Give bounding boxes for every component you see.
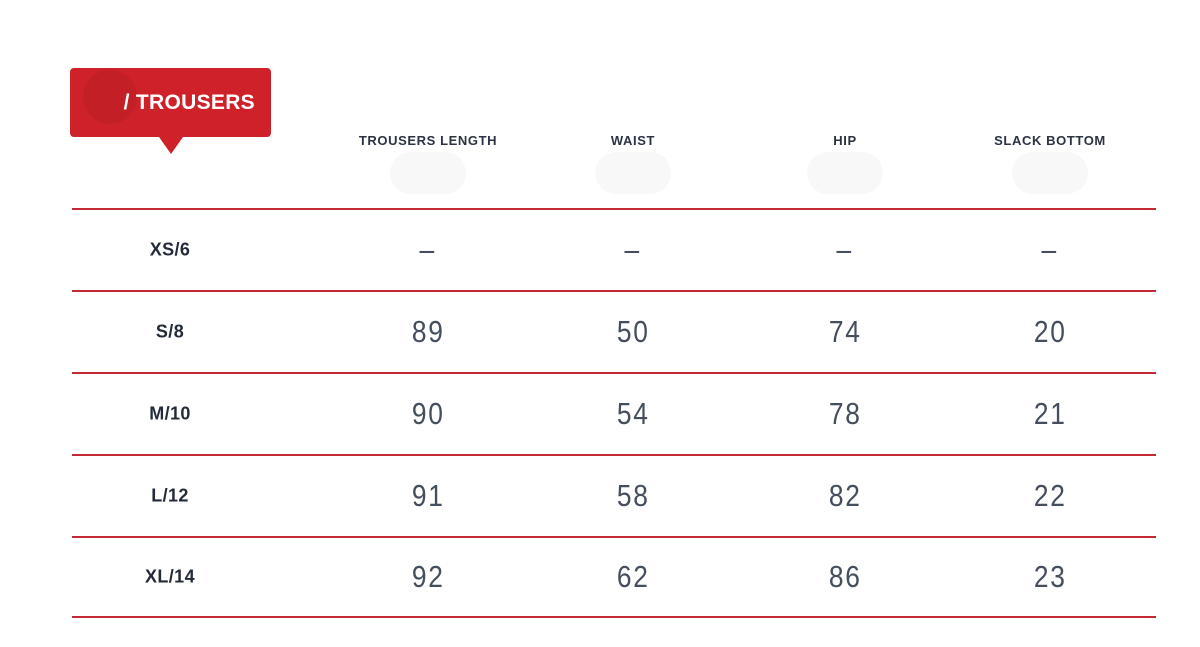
size-label-cell: S/8 xyxy=(155,321,185,342)
value-cell: – xyxy=(419,232,437,267)
value-cell: 90 xyxy=(411,396,445,431)
size-label-cell: M/10 xyxy=(149,403,191,424)
table-row-l12: L/12 91 58 82 22 xyxy=(72,454,1156,536)
column-header-hip: HIP xyxy=(833,133,857,148)
badge-circle-decoration-icon xyxy=(83,70,137,124)
value-cell: 91 xyxy=(411,478,445,513)
size-label-cell: XS/6 xyxy=(149,239,191,260)
value-cell: 22 xyxy=(1033,478,1067,513)
size-label-cell: L/12 xyxy=(151,485,189,506)
value-cell: 89 xyxy=(411,314,445,349)
table-row-xs6: XS/6 – – – – xyxy=(72,208,1156,290)
value-cell: 92 xyxy=(411,559,445,594)
table-row-m10: M/10 90 54 78 21 xyxy=(72,372,1156,454)
badge-pointer-icon xyxy=(158,137,183,154)
unit-pill-placeholder xyxy=(1012,152,1088,194)
value-cell: – xyxy=(836,232,854,267)
table-header-row: TROUSERS LENGTH WAIST HIP SLACK BOTTOM xyxy=(72,120,1156,208)
value-cell: 58 xyxy=(616,478,650,513)
column-header-waist: WAIST xyxy=(610,133,656,148)
value-cell: 82 xyxy=(828,478,862,513)
value-cell: 50 xyxy=(616,314,650,349)
table-row-xl14: XL/14 92 62 86 23 xyxy=(72,536,1156,618)
value-cell: – xyxy=(624,232,642,267)
value-cell: – xyxy=(1041,232,1059,267)
value-cell: 86 xyxy=(828,559,862,594)
size-chart-table: TROUSERS LENGTH WAIST HIP SLACK BOTTOM X… xyxy=(72,120,1156,618)
table-row-s8: S/8 89 50 74 20 xyxy=(72,290,1156,372)
unit-pill-placeholder xyxy=(390,152,466,194)
value-cell: 74 xyxy=(828,314,862,349)
value-cell: 23 xyxy=(1033,559,1067,594)
size-label-cell: XL/14 xyxy=(144,566,196,587)
value-cell: 21 xyxy=(1033,396,1067,431)
column-header-trousers-length: TROUSERS LENGTH xyxy=(358,133,498,148)
trousers-tab-label: / TROUSERS xyxy=(123,91,255,114)
value-cell: 54 xyxy=(616,396,650,431)
value-cell: 20 xyxy=(1033,314,1067,349)
value-cell: 78 xyxy=(828,396,862,431)
unit-pill-placeholder xyxy=(595,152,671,194)
trousers-tab-badge[interactable]: / TROUSERS xyxy=(70,68,271,154)
value-cell: 62 xyxy=(616,559,650,594)
column-header-slack-bottom: SLACK BOTTOM xyxy=(994,133,1106,148)
unit-pill-placeholder xyxy=(807,152,883,194)
